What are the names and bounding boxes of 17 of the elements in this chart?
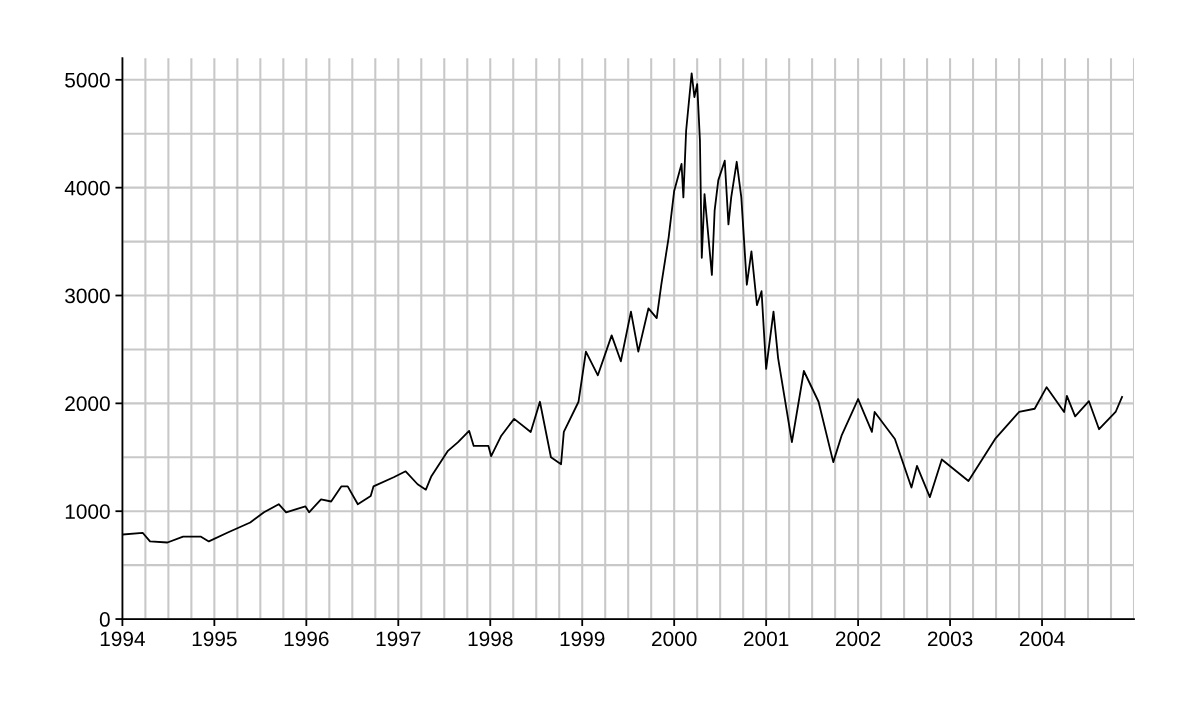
x-tick-label: 2003 xyxy=(927,631,973,647)
y-tick-label: 3000 xyxy=(65,288,110,304)
x-tick-label: 1999 xyxy=(560,631,605,647)
x-tick-label: 2000 xyxy=(652,631,697,647)
x-tick-label: 1998 xyxy=(468,631,513,647)
y-tick-label: 0 xyxy=(99,612,110,627)
x-tick-label: 1995 xyxy=(192,631,237,647)
x-tick-label: 2004 xyxy=(1019,631,1065,647)
y-tick-label: 4000 xyxy=(64,180,110,196)
x-tick-label: 1996 xyxy=(284,631,329,647)
x-tick-label: 2001 xyxy=(744,631,789,647)
y-tick-label: 2000 xyxy=(65,396,110,412)
x-tick-label: 1997 xyxy=(376,631,421,647)
y-tick-label: 5000 xyxy=(65,72,110,88)
x-tick-label: 1994 xyxy=(100,631,145,647)
y-tick-label: 1000 xyxy=(65,504,110,519)
x-tick-label: 2002 xyxy=(835,631,881,647)
